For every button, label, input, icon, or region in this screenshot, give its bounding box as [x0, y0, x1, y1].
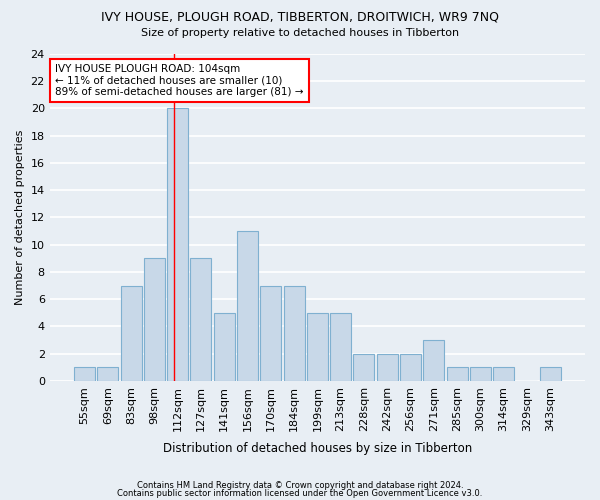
Text: Contains HM Land Registry data © Crown copyright and database right 2024.: Contains HM Land Registry data © Crown c…	[137, 481, 463, 490]
Bar	[377, 354, 398, 381]
Bar	[167, 108, 188, 381]
Bar	[493, 368, 514, 381]
Bar	[121, 286, 142, 381]
Bar	[144, 258, 165, 381]
Y-axis label: Number of detached properties: Number of detached properties	[15, 130, 25, 305]
Bar	[307, 313, 328, 381]
Bar	[540, 368, 560, 381]
Bar	[446, 368, 467, 381]
Bar	[284, 286, 305, 381]
Bar	[330, 313, 351, 381]
Text: IVY HOUSE, PLOUGH ROAD, TIBBERTON, DROITWICH, WR9 7NQ: IVY HOUSE, PLOUGH ROAD, TIBBERTON, DROIT…	[101, 10, 499, 23]
X-axis label: Distribution of detached houses by size in Tibberton: Distribution of detached houses by size …	[163, 442, 472, 455]
Bar	[353, 354, 374, 381]
Bar	[190, 258, 211, 381]
Bar	[214, 313, 235, 381]
Text: Size of property relative to detached houses in Tibberton: Size of property relative to detached ho…	[141, 28, 459, 38]
Bar	[74, 368, 95, 381]
Text: Contains public sector information licensed under the Open Government Licence v3: Contains public sector information licen…	[118, 488, 482, 498]
Bar	[470, 368, 491, 381]
Text: IVY HOUSE PLOUGH ROAD: 104sqm
← 11% of detached houses are smaller (10)
89% of s: IVY HOUSE PLOUGH ROAD: 104sqm ← 11% of d…	[55, 64, 304, 97]
Bar	[97, 368, 118, 381]
Bar	[423, 340, 444, 381]
Bar	[237, 231, 258, 381]
Bar	[260, 286, 281, 381]
Bar	[400, 354, 421, 381]
